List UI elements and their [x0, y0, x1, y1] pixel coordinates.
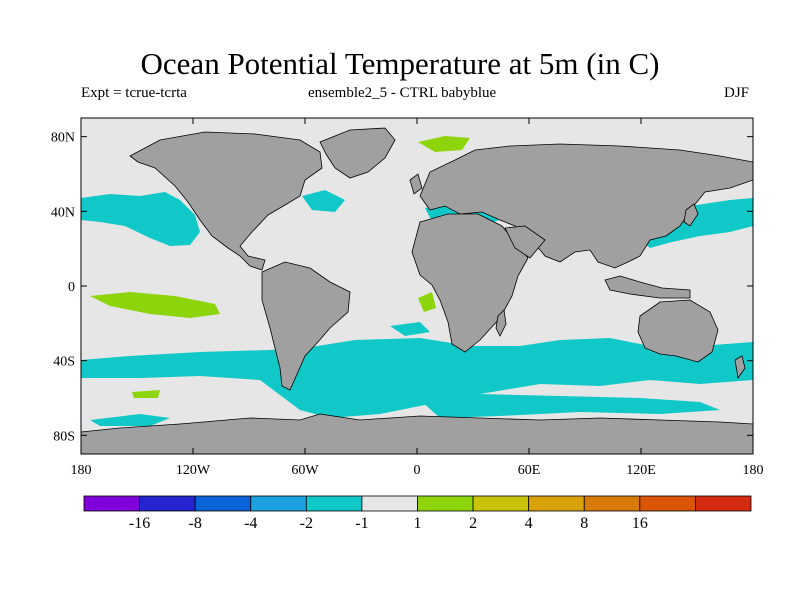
season-label: DJF — [724, 85, 750, 101]
land-masses — [81, 127, 753, 454]
eurasia — [419, 143, 753, 269]
colorbar-label: 2 — [469, 515, 477, 532]
colorbar-label: 8 — [580, 515, 588, 532]
colorbar-swatch — [194, 495, 252, 512]
plot-title: Ocean Potential Temperature at 5m (in C) — [140, 46, 660, 81]
map-panel — [81, 118, 753, 454]
south-atlantic-band-anomaly — [420, 394, 720, 418]
madagascar — [495, 309, 507, 337]
arabia — [504, 225, 546, 259]
colorbar-swatch — [639, 495, 696, 512]
colorbar-swatch — [361, 495, 418, 512]
southern-ocean-anomaly — [81, 338, 753, 418]
south-pacific-patch-anomaly — [90, 414, 170, 426]
colorbar-label: -4 — [244, 515, 257, 532]
greenland-sea-anomaly — [418, 136, 470, 152]
lon-tick-label: 60E — [518, 463, 541, 478]
south-america — [261, 261, 351, 391]
colorbar-swatch — [83, 495, 140, 512]
colorbar-swatch — [583, 495, 641, 512]
lon-tick-label: 0 — [414, 463, 421, 478]
lon-tick-label: 120W — [176, 463, 211, 478]
colorbar-swatch — [250, 495, 307, 512]
colorbar-swatch — [695, 495, 752, 512]
experiment-label: Expt = tcrue-tcrta — [81, 85, 187, 101]
indonesia — [604, 275, 691, 299]
colorbar-label: 16 — [632, 515, 648, 532]
lon-tick-label: 180 — [743, 463, 764, 478]
southeast-pacific-anomaly — [132, 390, 160, 398]
colorbar-label: 4 — [525, 515, 533, 532]
greenland — [319, 127, 396, 179]
colorbar-swatch — [139, 495, 196, 512]
west-pacific-anomaly — [640, 198, 753, 248]
lat-tick-label: 40N — [51, 205, 75, 220]
axis-ticks: 80N 40N 0 40S 80S 180 120W 60W 0 60E 120E 180 — [51, 118, 764, 478]
japan — [683, 203, 699, 227]
australia — [637, 299, 719, 363]
colorbar-swatch — [528, 495, 585, 512]
colorbar-label: 1 — [414, 515, 422, 532]
gulf-of-guinea-anomaly — [418, 292, 436, 312]
north-pacific-anomaly — [81, 192, 200, 246]
lat-tick-label: 40S — [53, 355, 75, 370]
ensemble-label: ensemble2_5 - CTRL babyblue — [308, 85, 497, 101]
colorbar-swatch — [472, 495, 530, 512]
colorbar-swatch — [417, 495, 474, 512]
lon-tick-label: 180 — [71, 463, 92, 478]
colorbar-label: -16 — [129, 515, 150, 532]
lon-tick-label: 60W — [291, 463, 319, 478]
antarctica — [81, 413, 753, 454]
north-america — [129, 131, 323, 271]
lat-tick-label: 80S — [53, 429, 75, 444]
east-pacific-anomaly — [90, 292, 220, 318]
lat-tick-label: 80N — [51, 131, 75, 146]
lon-tick-label: 120E — [626, 463, 656, 478]
south-atlantic-patch-anomaly — [390, 322, 430, 336]
colorbar-label: -2 — [300, 515, 313, 532]
colorbar-label: -8 — [189, 515, 202, 532]
lat-tick-label: 0 — [68, 280, 75, 295]
negative-anomaly-regions — [81, 190, 753, 426]
north-atlantic-anomaly — [302, 190, 345, 212]
new-zealand — [734, 355, 746, 380]
uk — [409, 173, 423, 195]
colorbar-swatch — [305, 495, 363, 512]
colorbar-label: -1 — [355, 515, 368, 532]
positive-anomaly-regions — [90, 136, 470, 398]
colorbar: -16 -8 -4 -2 -1 1 2 4 8 16 — [83, 495, 752, 532]
